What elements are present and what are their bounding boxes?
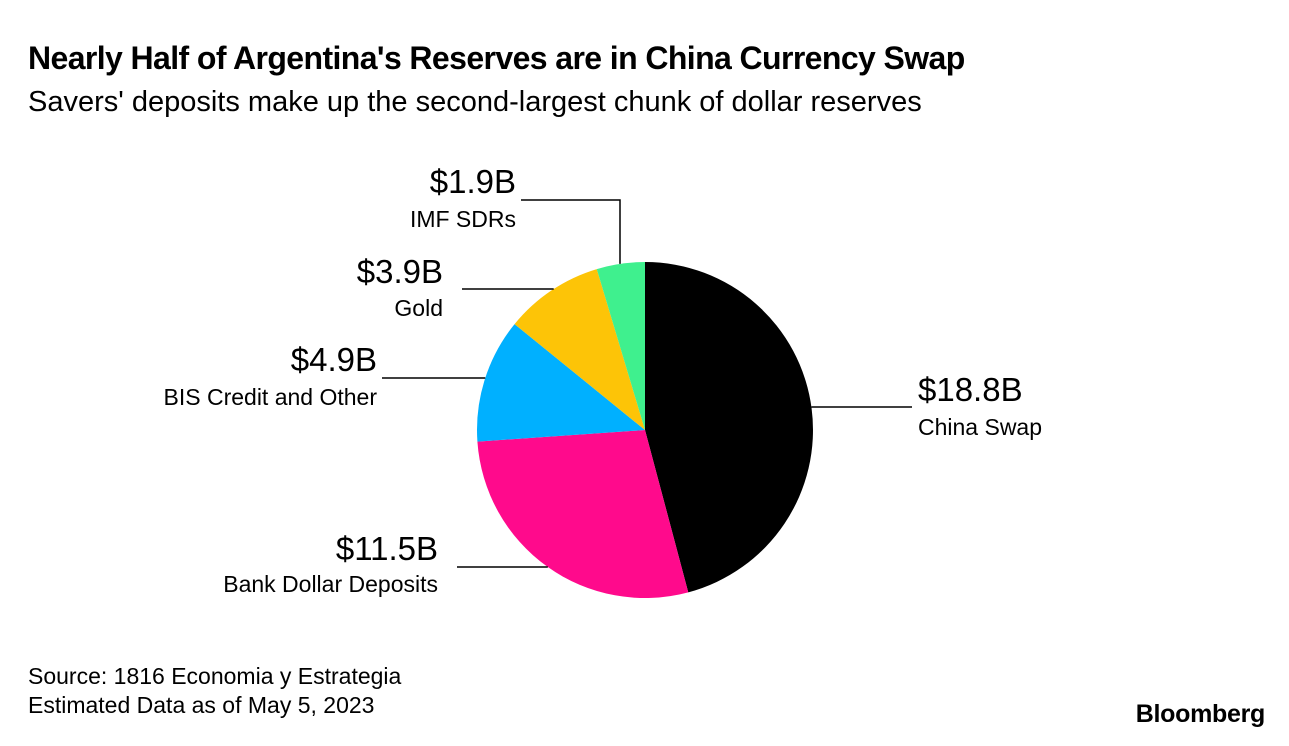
value-label-bis-credit-and-other: $4.9B xyxy=(291,341,377,378)
pie-slice-gold xyxy=(514,269,645,430)
pie-slice-imf-sdrs xyxy=(596,262,645,430)
chart-footer: Source: 1816 Economia y Estrategia Estim… xyxy=(28,662,401,720)
value-label-imf-sdrs: $1.9B xyxy=(430,163,516,200)
value-label-china-swap: $18.8B xyxy=(918,371,1023,408)
name-label-gold: Gold xyxy=(394,295,443,321)
name-label-bank-dollar-deposits: Bank Dollar Deposits xyxy=(223,571,438,597)
value-label-gold: $3.9B xyxy=(357,253,443,290)
bloomberg-logo: Bloomberg xyxy=(1135,700,1266,728)
chart-title: Nearly Half of Argentina's Reserves are … xyxy=(28,40,965,76)
leader-line-imf-sdrs xyxy=(521,199,621,264)
slice-labels: $18.8B China Swap $11.5B Bank Dollar Deposi… xyxy=(164,163,1043,597)
pie-slices xyxy=(477,262,813,598)
pie-slice-bis-credit-and-other xyxy=(477,324,645,442)
source-note: Source: 1816 Economia y Estrategia xyxy=(28,663,402,689)
leader-lines xyxy=(382,199,912,568)
pie-slice-bank-dollar-deposits xyxy=(477,430,689,598)
value-label-bank-dollar-deposits: $11.5B xyxy=(336,530,438,567)
pie-slice-china-swap xyxy=(645,262,813,593)
name-label-imf-sdrs: IMF SDRs xyxy=(410,206,516,232)
chart-subtitle: Savers' deposits make up the second-larg… xyxy=(28,86,922,118)
name-label-bis-credit-and-other: BIS Credit and Other xyxy=(164,384,378,410)
name-label-china-swap: China Swap xyxy=(918,414,1042,440)
data-date-note: Estimated Data as of May 5, 2023 xyxy=(28,692,375,718)
